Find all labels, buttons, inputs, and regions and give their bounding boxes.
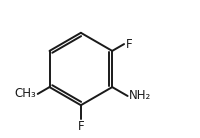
Text: F: F [125, 38, 132, 51]
Text: F: F [78, 120, 84, 133]
Text: NH₂: NH₂ [129, 89, 151, 103]
Text: CH₃: CH₃ [15, 87, 36, 100]
